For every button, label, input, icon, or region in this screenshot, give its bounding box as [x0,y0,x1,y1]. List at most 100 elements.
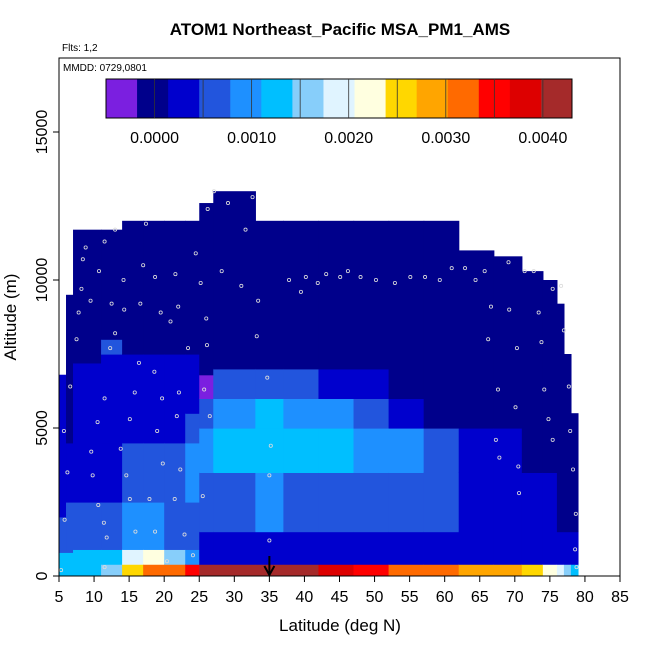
flight-point [211,189,216,194]
heat-cell [101,229,123,340]
colorbar-swatch [354,79,387,118]
y-tick-label: 0 [34,571,51,580]
heat-cell [143,502,165,550]
heat-cell [199,374,214,399]
chart-title: ATOM1 Northeast_Pacific MSA_PM1_AMS [170,20,510,39]
heat-cell [521,472,544,533]
flight-point [102,396,107,401]
flight-point [303,275,308,280]
heat-cell [353,398,390,429]
flight-point [80,257,85,262]
flight-point [226,201,231,206]
flight-point [219,269,224,274]
flight-point [193,251,198,256]
heat-cell [164,564,186,576]
heat-cell [423,220,460,429]
heat-cell [213,564,256,576]
colorbar-swatch [540,79,573,118]
heat-cell [458,472,495,533]
x-tick-label: 30 [225,589,243,606]
heat-cell [283,428,320,473]
heat-cell [213,428,256,473]
flight-point [143,221,148,226]
flight-point [573,511,578,516]
flight-point [204,343,209,348]
heat-cell [283,564,320,576]
heat-cell [213,398,256,429]
colorbar-tick-label: 0.0030 [421,130,470,147]
flight-point [514,346,519,351]
flight-point [324,272,329,277]
heat-cell [283,220,320,370]
flight-point [573,547,578,552]
heat-cell [493,564,523,576]
flight-point [536,310,541,315]
flight-point [109,301,114,306]
heatmap-layer [59,191,579,576]
colorbar-swatch [168,79,200,118]
heat-cell [556,531,565,565]
heat-cell [143,564,165,576]
heat-cell [59,516,67,553]
flight-point [102,565,107,570]
flight-point [423,275,428,280]
heat-cell [255,398,284,429]
flight-point [136,360,141,365]
flight-point [207,414,212,419]
flight-point [202,387,207,392]
heat-cell [199,564,214,576]
colorbar-tick-label: 0.0000 [130,130,179,147]
heat-cell [388,564,425,576]
flight-point [160,461,165,466]
flight-point [493,437,498,442]
flight-point [88,298,93,303]
flight-point [113,227,118,232]
flight-point [132,390,137,395]
x-tick-label: 60 [436,589,454,606]
heat-cell [199,472,214,533]
x-tick-label: 15 [120,589,138,606]
colorbar-tick-label: 0.0040 [518,130,567,147]
heat-cell [318,564,355,576]
heat-cell [388,428,425,473]
heat-cell [66,442,74,503]
colorbar: 0.0000 0.0010 0.0020 0.0030 0.0040 [105,78,573,147]
flight-point [513,405,518,410]
flight-point [118,446,123,451]
flight-point [160,396,165,401]
heat-cell [73,362,102,453]
heat-cell [423,531,460,565]
marker-arrow-head [263,565,276,578]
colorbar-swatch [199,79,231,118]
flight-point [68,384,73,389]
heat-cell [101,354,123,444]
colorbar-swatch [416,79,449,118]
flight-point [104,535,109,540]
flight-point [74,337,79,342]
flight-point [373,277,378,282]
heat-cell [493,256,523,429]
heat-cell [143,354,165,444]
flight-point [186,346,191,351]
heat-cell [199,428,214,473]
flight-point [268,443,273,448]
x-tick-label: 85 [611,589,629,606]
flight-point [243,227,248,232]
x-tick-label: 45 [331,589,349,606]
flight-point [267,473,272,478]
heat-cell [143,549,165,565]
flight-point [147,497,152,502]
heat-cell [493,428,523,473]
flight-point [178,467,183,472]
flight-point [287,277,292,282]
heat-cell [59,374,67,465]
heat-cell [458,531,495,565]
flight-point [550,437,555,442]
x-axis-label: Latitude (deg N) [279,616,401,635]
flight-point [506,260,511,265]
heat-cell [213,531,256,565]
y-tick-label: 10000 [34,258,51,303]
flight-point [59,568,64,573]
heat-cell [353,428,390,473]
heat-cell [164,220,186,355]
